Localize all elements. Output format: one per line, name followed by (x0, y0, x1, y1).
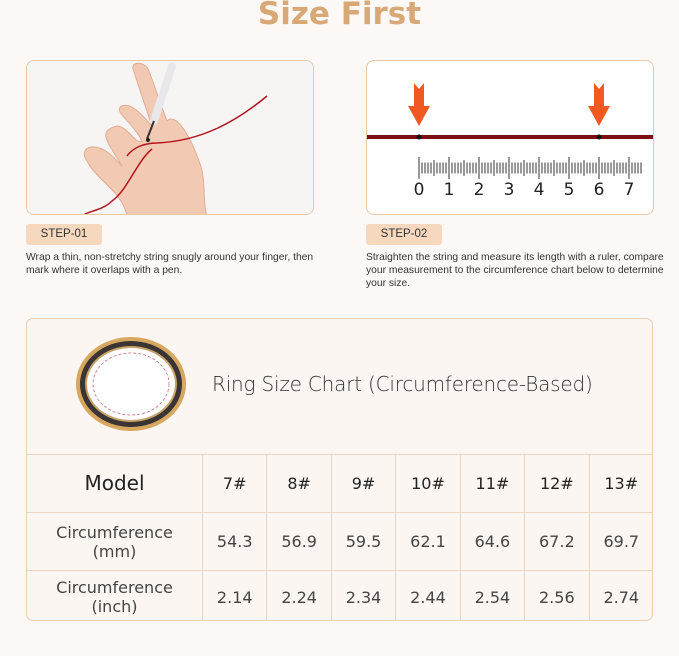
table-row: Circumference (inch) 2.14 2.24 2.34 2.44 2.54… (27, 570, 652, 620)
table-cell: 54.3 (201, 512, 268, 571)
mark-dot (596, 134, 602, 140)
step-01-text: Wrap a thin, non-stretchy string snugly … (26, 252, 314, 276)
ring-icon (76, 337, 186, 431)
size-header: 10# (395, 454, 461, 513)
table-cell: 69.7 (588, 512, 652, 571)
size-header: 7# (201, 454, 268, 513)
size-header: 12# (524, 454, 590, 513)
page-title: Size First (257, 0, 422, 32)
table-row: Circumference (mm) 54.3 56.9 59.5 62.1 64.6 67… (27, 512, 652, 571)
ruler-number: 5 (564, 180, 575, 200)
hand-with-string-illustration (27, 61, 313, 214)
table-cell: 2.54 (459, 570, 526, 620)
table-cell: 2.56 (524, 570, 590, 620)
table-cell: 59.5 (330, 512, 397, 571)
ruler-number: 7 (624, 180, 635, 200)
table-cell: 2.14 (201, 570, 268, 620)
size-table: Model 7# 8# 9# 10# 11# 12# 13# Circumference (m… (27, 454, 652, 620)
ruler-number: 1 (444, 180, 455, 200)
table-cell: 62.1 (395, 512, 461, 571)
arrow-down-icon (408, 83, 430, 126)
ruler-number: 4 (534, 180, 545, 200)
table-cell: 2.74 (588, 570, 652, 620)
size-header: 11# (459, 454, 526, 513)
ruler-number: 6 (594, 180, 605, 200)
chart-title: Ring Size Chart (Circumference-Based) (212, 372, 593, 396)
table-cell: 56.9 (266, 512, 332, 571)
step-02-badge: STEP-02 (366, 224, 442, 245)
header-model: Model (27, 454, 203, 513)
table-cell: 2.44 (395, 570, 461, 620)
table-cell: 67.2 (524, 512, 590, 571)
table-cell: 2.24 (266, 570, 332, 620)
step-02-text: Straighten the string and measure its le… (366, 252, 664, 289)
ruler-number: 3 (504, 180, 515, 200)
table-cell: 2.34 (330, 570, 397, 620)
table-header-row: Model 7# 8# 9# 10# 11# 12# 13# (27, 454, 652, 513)
ruler-number: 0 (414, 180, 425, 200)
arrow-down-icon (588, 83, 610, 126)
mark-dot (416, 134, 422, 140)
row-label: Circumference (inch) (27, 570, 203, 620)
ring-size-chart: Ring Size Chart (Circumference-Based) Mo… (26, 318, 653, 621)
step-01-badge: STEP-01 (26, 224, 102, 245)
size-header: 9# (330, 454, 397, 513)
size-header: 13# (588, 454, 652, 513)
step1-image (26, 60, 314, 215)
row-label: Circumference (mm) (27, 512, 203, 571)
size-header: 8# (266, 454, 332, 513)
table-cell: 64.6 (459, 512, 526, 571)
ruler-number: 2 (474, 180, 485, 200)
